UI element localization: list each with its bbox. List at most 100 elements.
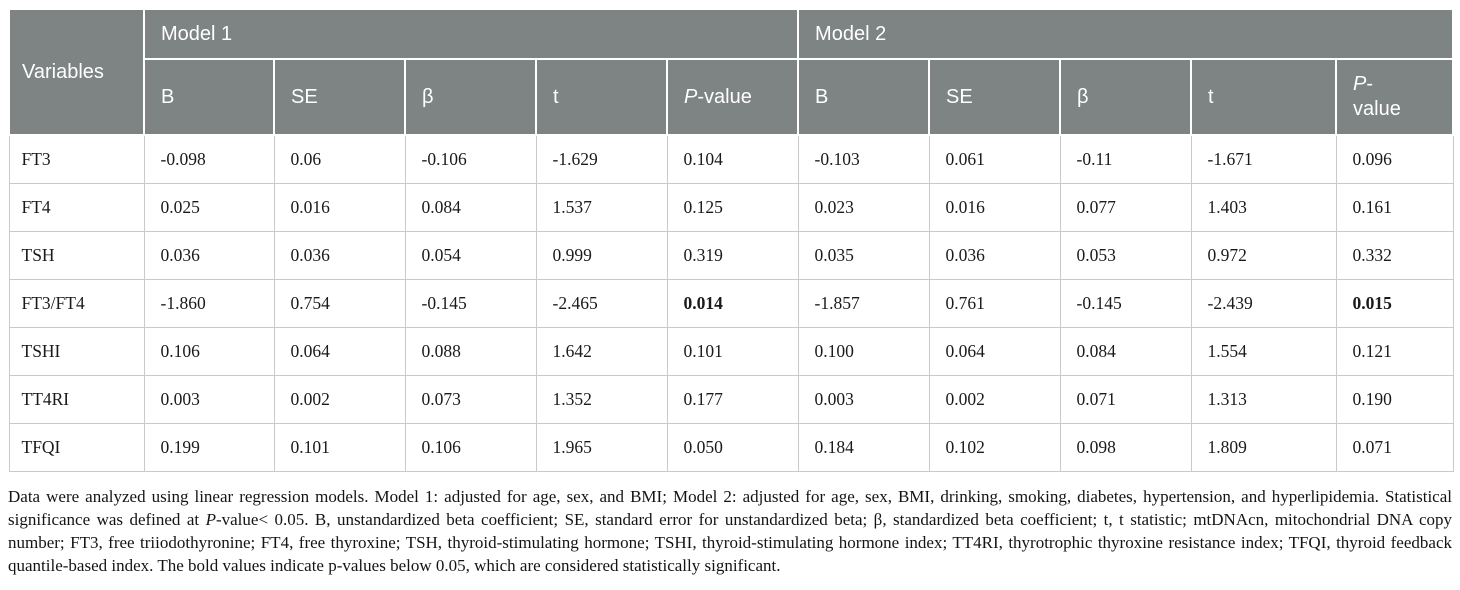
model1-group-header: Model 1: [142, 8, 800, 60]
cell-m2-p: 0.071: [1335, 423, 1454, 472]
table-row-ft3: FT3 -0.098 0.06 -0.106 -1.629 0.104 -0.1…: [8, 134, 1454, 184]
cell-m1-p: 0.050: [666, 423, 799, 472]
cell-m2-se: 0.016: [928, 183, 1061, 232]
cell-m1-p: 0.319: [666, 231, 799, 280]
cell-m2-beta: 0.077: [1059, 183, 1192, 232]
cell-m2-b: 0.035: [797, 231, 930, 280]
cell-m1-se: 0.016: [273, 183, 406, 232]
row-label: TSHI: [8, 327, 145, 376]
cell-m1-se: 0.101: [273, 423, 406, 472]
cell-m1-t: -2.465: [535, 279, 668, 328]
col-header-b-model1: B: [143, 58, 275, 136]
cell-m1-p: 0.101: [666, 327, 799, 376]
cell-m2-beta: 0.071: [1059, 375, 1192, 424]
table-row-ft3-ft4: FT3/FT4 -1.860 0.754 -0.145 -2.465 0.014…: [8, 279, 1454, 328]
cell-m2-b: 0.003: [797, 375, 930, 424]
cell-m1-se: 0.064: [273, 327, 406, 376]
regression-table-figure: Variables Model 1 Model 2 B SE β t P-val…: [8, 8, 1455, 472]
col-header-se-model1: SE: [273, 58, 406, 136]
footnote-p-italic: P: [205, 510, 216, 529]
footnote-text-2: -value< 0.05. B, unstandardized beta coe…: [8, 510, 1453, 575]
cell-m1-beta: 0.084: [404, 183, 537, 232]
table-row-tt4ri: TT4RI 0.003 0.002 0.073 1.352 0.177 0.00…: [8, 375, 1454, 424]
cell-m2-t: 1.403: [1190, 183, 1337, 232]
cell-m1-p-significant: 0.014: [666, 279, 799, 328]
cell-m2-se: 0.002: [928, 375, 1061, 424]
cell-m1-t: 1.965: [535, 423, 668, 472]
table-row-tshi: TSHI 0.106 0.064 0.088 1.642 0.101 0.100…: [8, 327, 1454, 376]
table-body: FT3 -0.098 0.06 -0.106 -1.629 0.104 -0.1…: [8, 134, 1454, 472]
cell-m1-beta: -0.145: [404, 279, 537, 328]
cell-m1-t: 0.999: [535, 231, 668, 280]
cell-m2-p: 0.096: [1335, 134, 1454, 184]
cell-m1-b: -0.098: [143, 134, 275, 184]
cell-m2-se: 0.761: [928, 279, 1061, 328]
cell-m2-t: 1.554: [1190, 327, 1337, 376]
model2-group-header: Model 2: [797, 8, 1455, 60]
cell-m1-p: 0.125: [666, 183, 799, 232]
cell-m1-se: 0.754: [273, 279, 406, 328]
cell-m2-se: 0.036: [928, 231, 1061, 280]
cell-m1-beta: 0.054: [404, 231, 537, 280]
cell-m1-b: -1.860: [143, 279, 275, 328]
cell-m2-se: 0.102: [928, 423, 1061, 472]
cell-m2-se: 0.064: [928, 327, 1061, 376]
cell-m2-t: -1.671: [1190, 134, 1337, 184]
table-footnote: Data were analyzed using linear regressi…: [8, 485, 1452, 577]
col-header-b-model2: B: [797, 58, 931, 136]
cell-m2-se: 0.061: [928, 134, 1061, 184]
cell-m2-beta: 0.084: [1059, 327, 1192, 376]
cell-m1-b: 0.003: [143, 375, 275, 424]
cell-m2-b: 0.023: [797, 183, 930, 232]
p-italic: P: [684, 85, 698, 108]
col-header-se-model2: SE: [928, 58, 1062, 136]
model-header-row: Variables Model 1 Model 2: [8, 8, 1455, 136]
cell-m2-t: 0.972: [1190, 231, 1337, 280]
p-italic: P: [1353, 73, 1367, 95]
cell-m2-t: -2.439: [1190, 279, 1337, 328]
stat-header-row: B SE β t P-value B SE β t P-value: [9, 58, 1455, 136]
cell-m2-b: 0.100: [797, 327, 930, 376]
cell-m1-b: 0.106: [143, 327, 275, 376]
col-header-beta-model2: β: [1059, 58, 1193, 136]
cell-m2-t: 1.809: [1190, 423, 1337, 472]
cell-m1-b: 0.036: [143, 231, 275, 280]
col-header-beta-model1: β: [404, 58, 537, 136]
cell-m1-beta: -0.106: [404, 134, 537, 184]
cell-m2-t: 1.313: [1190, 375, 1337, 424]
table-header: Variables Model 1 Model 2 B SE β t P-val…: [8, 8, 1455, 136]
row-label: FT3/FT4: [8, 279, 145, 328]
row-label: TT4RI: [8, 375, 145, 424]
table-row-tsh: TSH 0.036 0.036 0.054 0.999 0.319 0.035 …: [8, 231, 1454, 280]
p-rest: -value: [1353, 73, 1401, 120]
cell-m2-b: -1.857: [797, 279, 930, 328]
cell-m2-b: 0.184: [797, 423, 930, 472]
cell-m1-t: 1.642: [535, 327, 668, 376]
cell-m1-b: 0.025: [143, 183, 275, 232]
cell-m2-p: 0.121: [1335, 327, 1454, 376]
cell-m1-se: 0.002: [273, 375, 406, 424]
cell-m1-t: 1.352: [535, 375, 668, 424]
row-label: FT3: [8, 134, 145, 184]
cell-m1-se: 0.036: [273, 231, 406, 280]
cell-m1-se: 0.06: [273, 134, 406, 184]
cell-m1-beta: 0.073: [404, 375, 537, 424]
cell-m2-p: 0.161: [1335, 183, 1454, 232]
cell-m2-beta: -0.11: [1059, 134, 1192, 184]
table-row-tfqi: TFQI 0.199 0.101 0.106 1.965 0.050 0.184…: [8, 423, 1454, 472]
cell-m2-p: 0.190: [1335, 375, 1454, 424]
row-label: FT4: [8, 183, 145, 232]
cell-m1-b: 0.199: [143, 423, 275, 472]
cell-m1-t: 1.537: [535, 183, 668, 232]
p-rest: -value: [697, 85, 752, 108]
row-label: TFQI: [8, 423, 145, 472]
cell-m1-p: 0.104: [666, 134, 799, 184]
cell-m1-beta: 0.088: [404, 327, 537, 376]
cell-m2-b: -0.103: [797, 134, 930, 184]
col-header-pvalue-model1: P-value: [665, 58, 800, 136]
cell-m1-beta: 0.106: [404, 423, 537, 472]
cell-m2-p: 0.332: [1335, 231, 1454, 280]
row-label: TSH: [8, 231, 145, 280]
cell-m2-beta: 0.098: [1059, 423, 1192, 472]
cell-m1-t: -1.629: [535, 134, 668, 184]
